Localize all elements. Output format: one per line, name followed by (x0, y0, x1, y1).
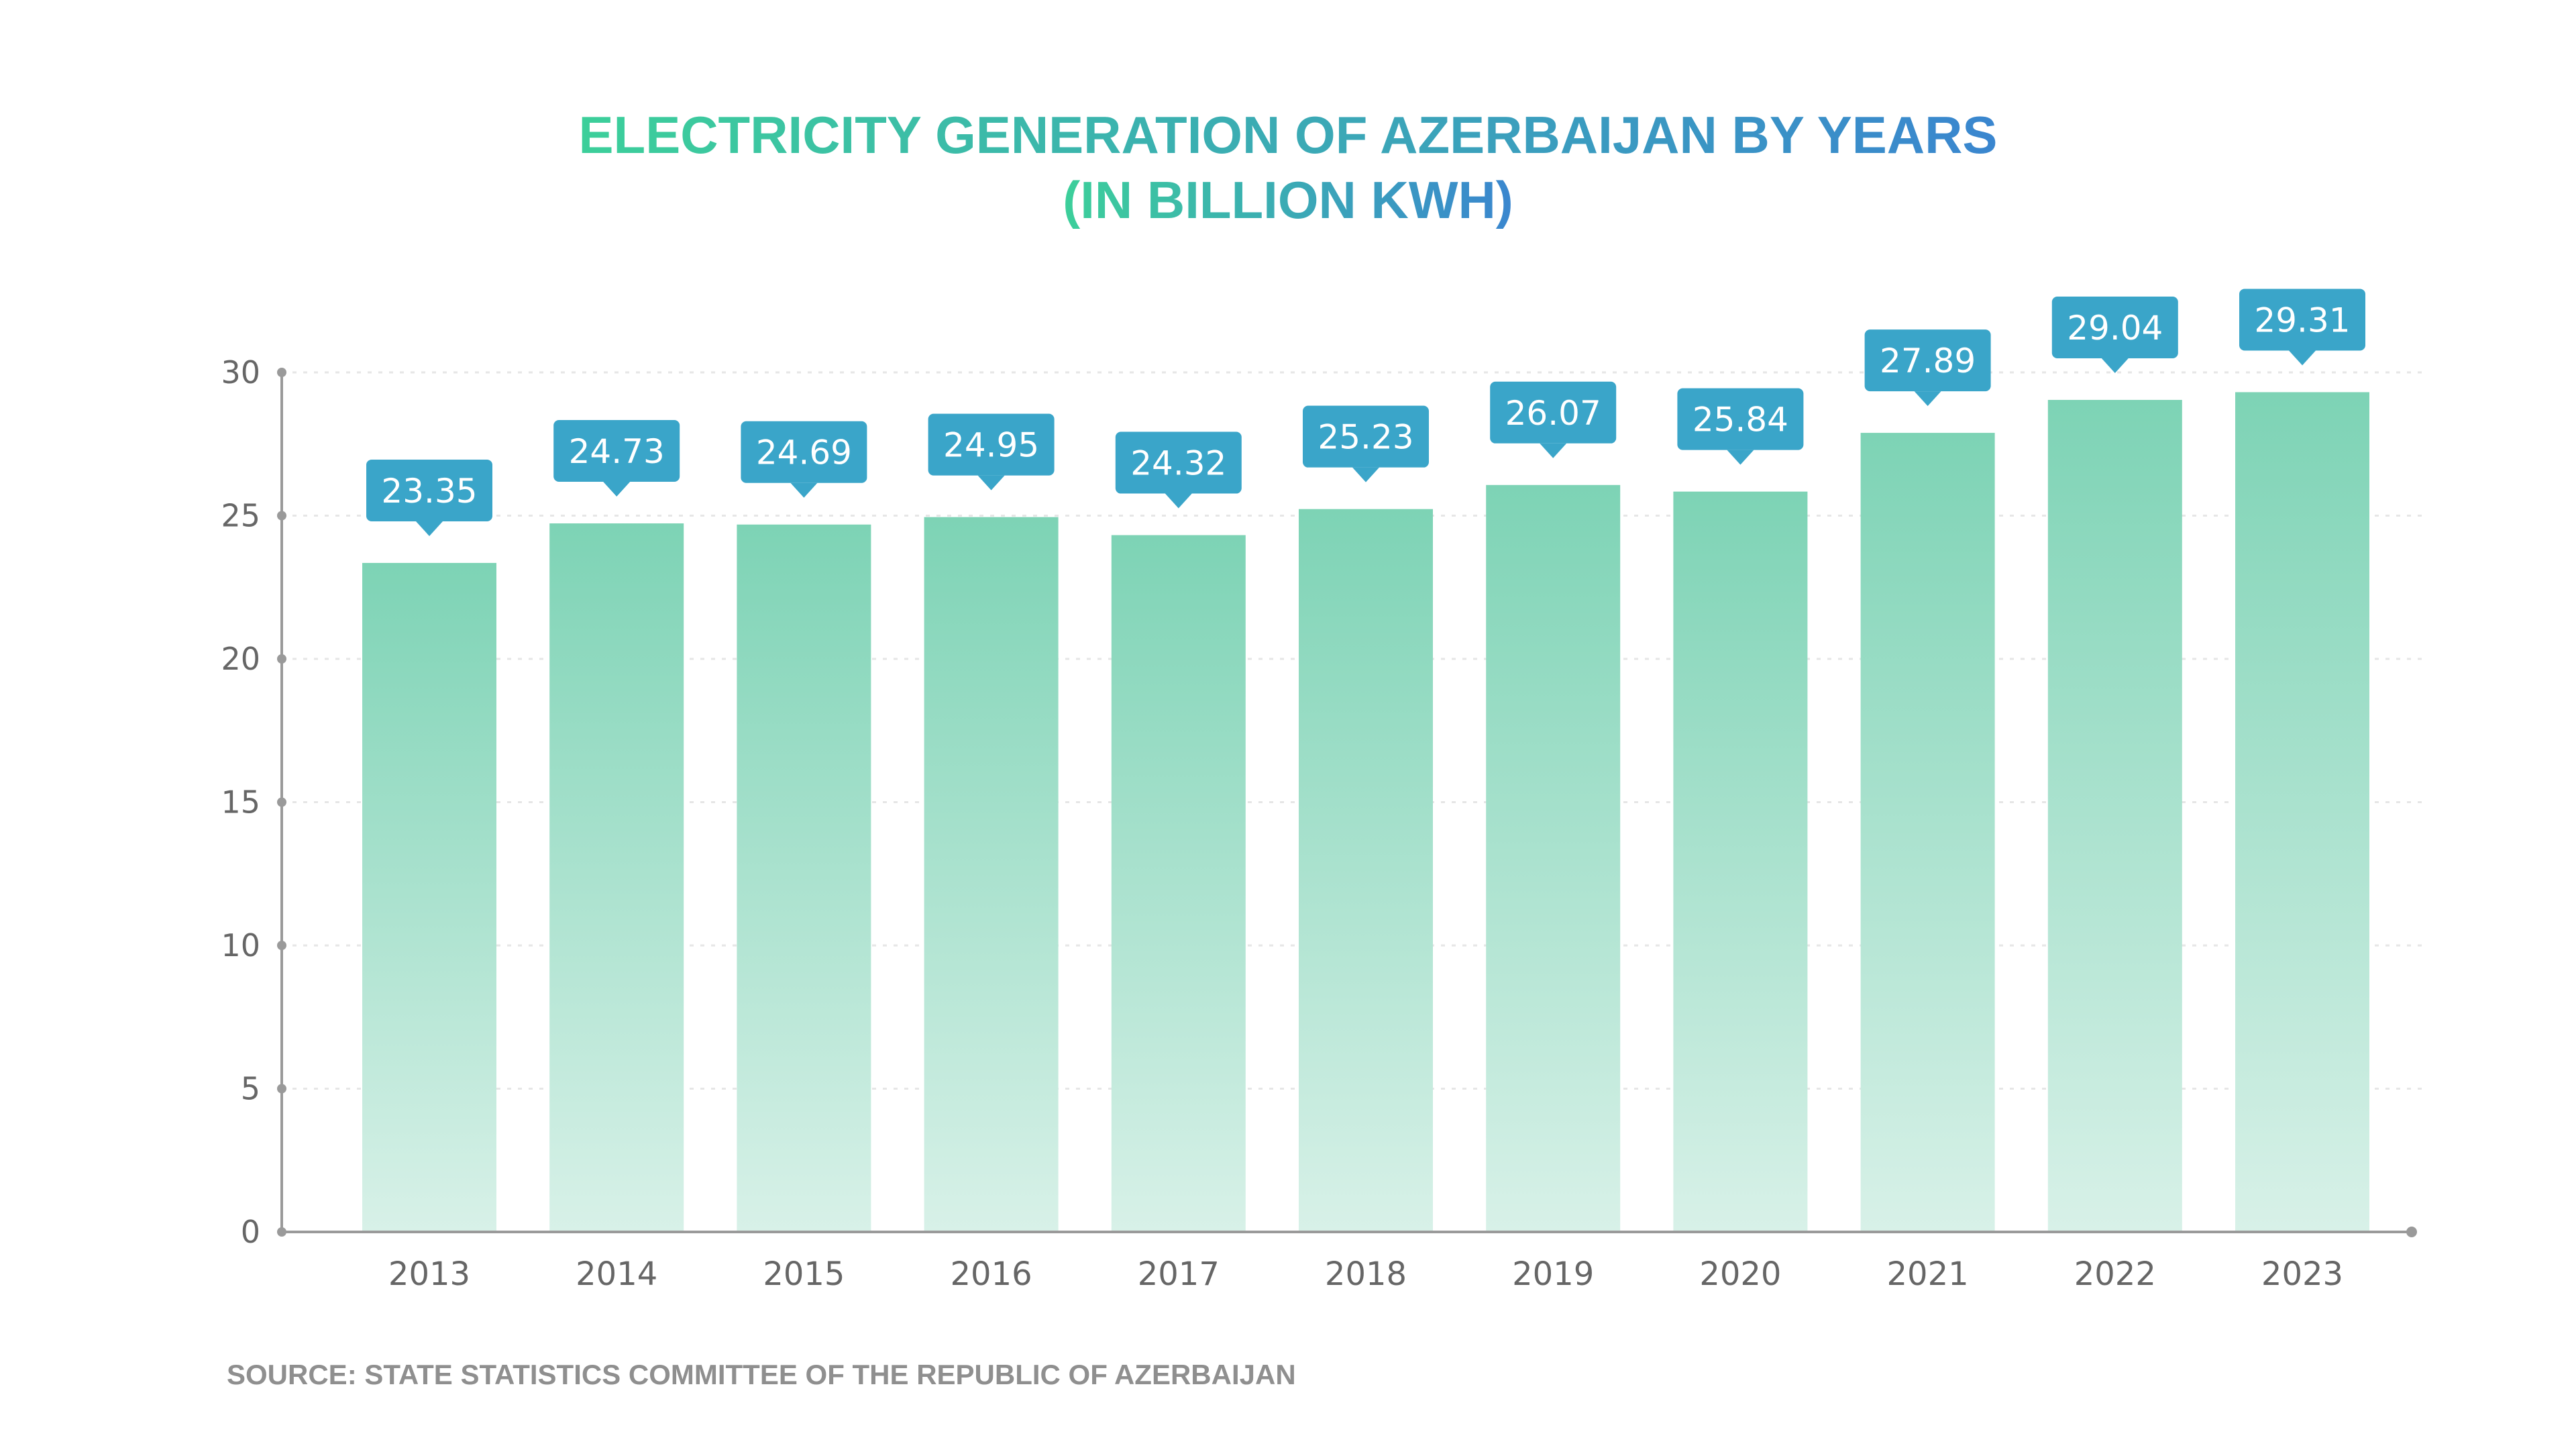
value-label-box-2016 (928, 413, 1055, 476)
bar-2021 (1860, 433, 1995, 1233)
bar-2020 (1673, 491, 1808, 1232)
value-label-box-2013 (366, 459, 492, 521)
x-tick-label-2021: 2021 (1887, 1255, 1969, 1293)
y-tick-label-25: 25 (221, 498, 260, 534)
value-label-box-2023 (2239, 289, 2365, 351)
value-label-pointer-2017 (1165, 493, 1192, 509)
y-tick-label-0: 0 (241, 1214, 260, 1250)
x-tick-label-2018: 2018 (1325, 1255, 1407, 1293)
value-label-pointer-2023 (2289, 350, 2316, 366)
chart-title: ELECTRICITY GENERATION OF AZERBAIJAN BY … (579, 105, 1998, 164)
value-labels: 23.35 24.73 24.69 24.95 24.32 25.23 26.07 25.84… (366, 289, 2365, 536)
value-label-2020: 25.84 (1693, 401, 1788, 439)
value-label-pointer-2019 (1540, 443, 1567, 458)
value-label-2014: 24.73 (569, 432, 665, 471)
bar-2015 (737, 524, 871, 1232)
chart-subtitle: (IN BILLION KWH) (1063, 170, 1513, 229)
value-label-2015: 24.69 (756, 433, 852, 472)
value-label-box-2020 (1677, 388, 1804, 450)
value-label-2023: 29.31 (2254, 301, 2350, 340)
bar-2014 (549, 523, 684, 1232)
x-axis-end-dot (2406, 1227, 2417, 1237)
value-label-box-2021 (1864, 329, 1991, 392)
bar-2017 (1111, 535, 1246, 1232)
x-tick-label-2015: 2015 (763, 1255, 845, 1293)
y-tick-label-30: 30 (221, 354, 260, 391)
bar-2022 (2047, 399, 2182, 1233)
value-label-2021: 27.89 (1880, 342, 1976, 380)
value-label-box-2015 (741, 421, 867, 483)
x-tick-label-2013: 2013 (388, 1255, 470, 1293)
value-label-2022: 29.04 (2067, 309, 2163, 348)
value-label-box-2017 (1115, 431, 1242, 494)
value-label-2017: 24.32 (1130, 444, 1226, 483)
y-tick-label-20: 20 (221, 641, 260, 677)
x-tick-label-2023: 2023 (2261, 1255, 2343, 1293)
source-note: SOURCE: STATE STATISTICS COMMITTEE OF TH… (227, 1359, 1296, 1390)
value-label-pointer-2022 (2101, 358, 2129, 373)
x-tick-label-2014: 2014 (576, 1255, 657, 1293)
value-label-box-2014 (553, 420, 680, 482)
value-label-2018: 25.23 (1318, 418, 1413, 457)
value-label-pointer-2014 (603, 482, 631, 497)
value-label-pointer-2020 (1727, 450, 1754, 465)
bars (362, 392, 2369, 1233)
x-tick-label-2022: 2022 (2074, 1255, 2156, 1293)
x-tick-label-2019: 2019 (1512, 1255, 1594, 1293)
bar-2018 (1299, 509, 1433, 1233)
x-tick-label-2020: 2020 (1699, 1255, 1781, 1293)
bar-2016 (924, 517, 1059, 1232)
bar-2013 (362, 562, 496, 1232)
y-tick-label-15: 15 (221, 784, 260, 821)
value-label-2016: 24.95 (943, 426, 1039, 465)
value-label-pointer-2013 (416, 521, 443, 536)
value-label-pointer-2015 (790, 482, 818, 498)
value-label-box-2022 (2051, 296, 2178, 358)
value-label-pointer-2021 (1914, 391, 1941, 407)
value-label-2019: 26.07 (1505, 394, 1601, 433)
bar-2023 (2235, 392, 2369, 1232)
value-label-pointer-2016 (977, 475, 1005, 490)
value-label-pointer-2018 (1352, 467, 1379, 482)
value-label-box-2018 (1303, 405, 1429, 468)
x-tick-label-2016: 2016 (951, 1255, 1032, 1293)
x-tick-label-2017: 2017 (1138, 1255, 1220, 1293)
y-tick-label-5: 5 (241, 1071, 260, 1107)
value-label-2013: 23.35 (381, 472, 477, 511)
y-tick-label-10: 10 (221, 927, 260, 964)
value-label-box-2019 (1490, 381, 1617, 444)
bar-2019 (1486, 484, 1621, 1232)
axes: 0 5 10 15 20 25 30 2013 2014 2015 2016 2017 2018 2019… (221, 354, 2417, 1293)
